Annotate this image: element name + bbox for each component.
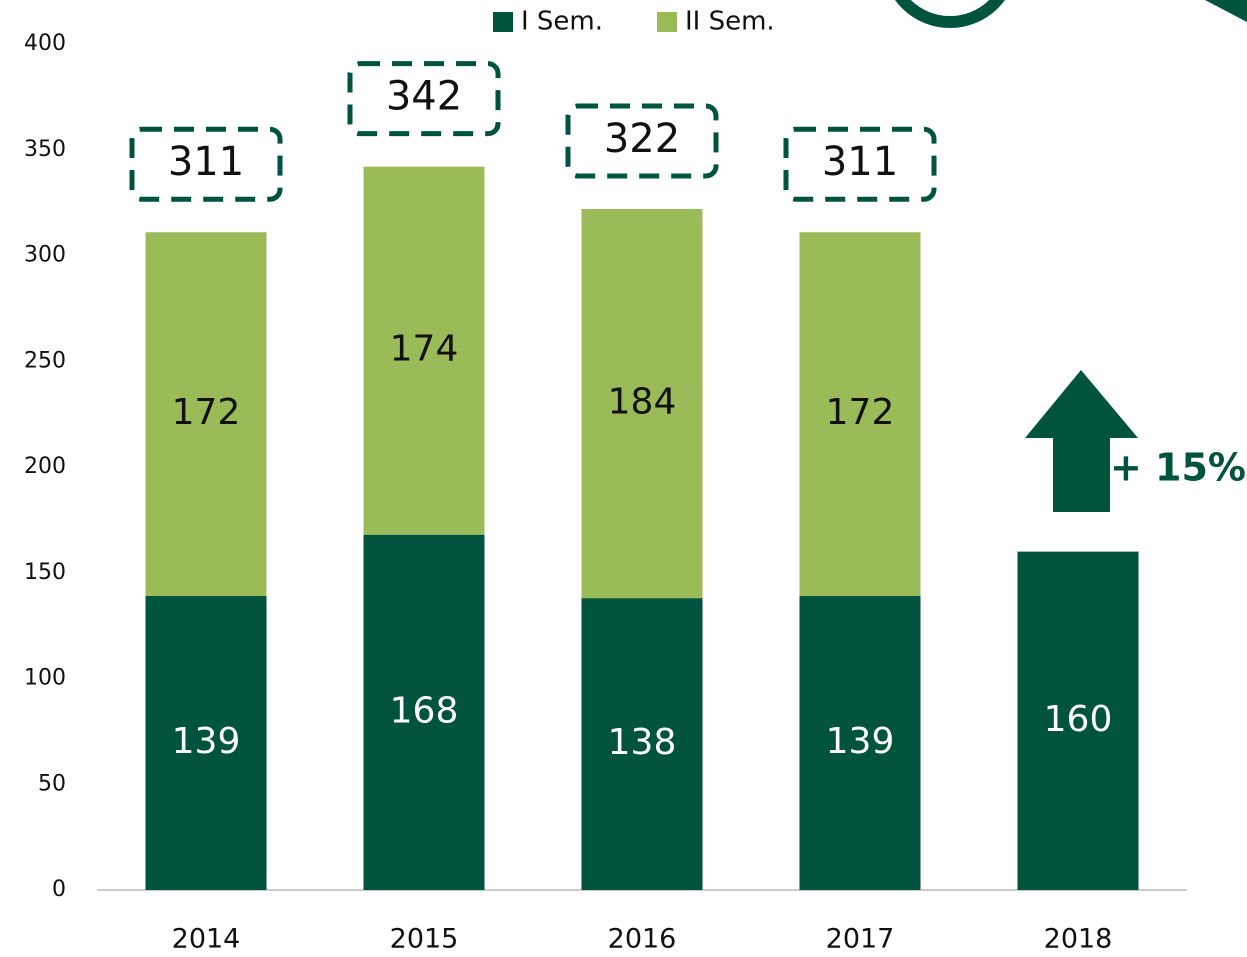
total-box <box>129 126 283 202</box>
bar-segment <box>581 208 703 599</box>
y-tick-label: 250 <box>24 348 66 373</box>
growth-arrow <box>1025 370 1138 512</box>
total-box <box>565 103 719 179</box>
data-label: 184 <box>608 382 677 423</box>
y-tick-label: 50 <box>38 771 66 796</box>
total-box <box>783 126 937 202</box>
bar-segment <box>799 232 921 597</box>
data-label: 160 <box>1044 699 1113 740</box>
legend-swatch <box>493 12 513 32</box>
total-label: 322 <box>604 116 680 162</box>
y-tick-label: 400 <box>24 31 66 56</box>
y-tick-label: 350 <box>24 137 66 162</box>
data-label: 139 <box>172 721 241 762</box>
annotation: + 15% <box>1110 446 1246 490</box>
bar-segment <box>799 596 921 890</box>
total-label: 311 <box>822 139 898 185</box>
bar-segment <box>581 598 703 890</box>
x-tick-label: 2018 <box>1044 924 1113 955</box>
y-tick-label: 200 <box>24 454 66 479</box>
bar-segment <box>145 232 267 597</box>
total-label: 311 <box>168 139 244 185</box>
y-tick-label: 150 <box>24 560 66 585</box>
data-label: 168 <box>390 690 459 731</box>
y-tick-label: 300 <box>24 243 66 268</box>
total-box <box>347 61 501 137</box>
y-tick-label: 100 <box>24 666 66 691</box>
total-label: 342 <box>386 74 462 120</box>
bar-segment <box>145 596 267 890</box>
legend-swatch <box>657 12 677 32</box>
x-tick-label: 2017 <box>826 924 895 955</box>
x-tick-label: 2016 <box>608 924 677 955</box>
decoration <box>895 0 1005 28</box>
x-tick-label: 2015 <box>390 924 459 955</box>
bar-segment <box>1017 551 1139 890</box>
data-label: 138 <box>608 722 677 763</box>
decoration <box>1205 0 1247 22</box>
data-label: 172 <box>826 392 895 433</box>
data-label: 174 <box>390 329 459 370</box>
legend-label: I Sem. <box>521 7 603 37</box>
data-label: 172 <box>172 392 241 433</box>
bar-segment <box>363 166 485 535</box>
x-tick-label: 2014 <box>172 924 241 955</box>
bar-segment <box>363 534 485 890</box>
legend-label: II Sem. <box>685 7 775 37</box>
data-label: 139 <box>826 721 895 762</box>
y-tick-label: 0 <box>52 877 66 902</box>
